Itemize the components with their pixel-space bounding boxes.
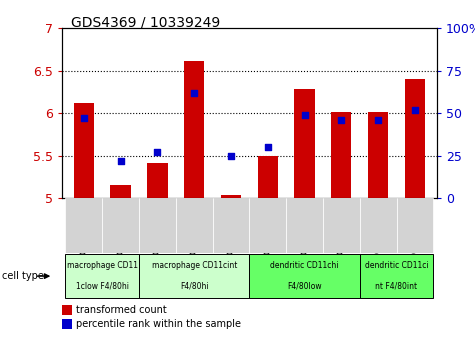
Bar [184, 61, 204, 198]
Bar [257, 156, 278, 198]
FancyBboxPatch shape [323, 198, 360, 253]
Text: macrophage CD11cint: macrophage CD11cint [152, 262, 237, 270]
Bar [111, 185, 131, 198]
FancyBboxPatch shape [213, 198, 249, 253]
FancyBboxPatch shape [139, 198, 176, 253]
FancyBboxPatch shape [360, 254, 433, 298]
FancyBboxPatch shape [102, 198, 139, 253]
Bar [221, 195, 241, 198]
Point [301, 112, 308, 118]
Text: F4/80hi: F4/80hi [180, 282, 209, 291]
Point [338, 117, 345, 123]
FancyBboxPatch shape [360, 198, 397, 253]
Text: percentile rank within the sample: percentile rank within the sample [76, 319, 241, 329]
Text: 1clow F4/80hi: 1clow F4/80hi [76, 282, 129, 291]
Bar [405, 79, 425, 198]
Point [153, 149, 161, 155]
Text: transformed count: transformed count [76, 305, 167, 315]
Point [264, 144, 272, 150]
Bar [368, 113, 388, 198]
FancyBboxPatch shape [286, 198, 323, 253]
Bar [74, 103, 94, 198]
Bar [294, 90, 314, 198]
Text: dendritic CD11chi: dendritic CD11chi [270, 262, 339, 270]
Text: GDS4369 / 10339249: GDS4369 / 10339249 [71, 16, 220, 30]
FancyBboxPatch shape [66, 254, 139, 298]
Text: F4/80low: F4/80low [287, 282, 322, 291]
FancyBboxPatch shape [139, 254, 249, 298]
Point [374, 117, 382, 123]
Text: dendritic CD11ci: dendritic CD11ci [365, 262, 428, 270]
FancyBboxPatch shape [249, 254, 360, 298]
Point [227, 153, 235, 159]
FancyBboxPatch shape [397, 198, 433, 253]
Bar [331, 112, 352, 198]
FancyBboxPatch shape [66, 198, 102, 253]
Point [117, 158, 124, 164]
Point [80, 115, 87, 121]
FancyBboxPatch shape [176, 198, 213, 253]
Text: cell type: cell type [2, 271, 44, 281]
FancyBboxPatch shape [249, 198, 286, 253]
Bar [147, 162, 168, 198]
Text: nt F4/80int: nt F4/80int [375, 282, 418, 291]
Text: macrophage CD11: macrophage CD11 [66, 262, 138, 270]
Point [411, 107, 419, 113]
Point [190, 90, 198, 96]
